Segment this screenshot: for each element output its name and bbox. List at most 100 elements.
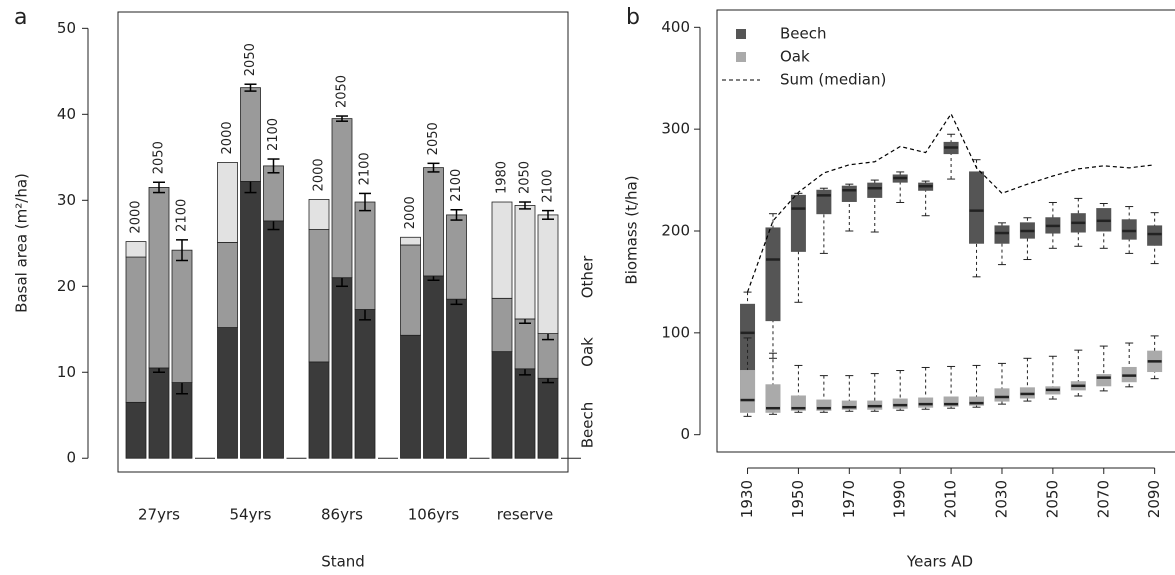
box bbox=[1096, 374, 1112, 387]
bar-segment bbox=[263, 220, 284, 459]
bar-segment bbox=[423, 275, 444, 459]
bar-segment bbox=[308, 199, 330, 230]
box bbox=[1147, 225, 1163, 246]
error-bar bbox=[267, 158, 280, 174]
bar-year-label: 2000 bbox=[312, 158, 327, 191]
bar-segment bbox=[491, 297, 513, 353]
bar-segment bbox=[354, 201, 376, 310]
x-axis-label: Years AD bbox=[906, 553, 973, 571]
box bbox=[943, 396, 959, 407]
bar-segment bbox=[354, 309, 376, 459]
bar-year-label: 2100 bbox=[175, 199, 190, 232]
bar-segment bbox=[331, 277, 353, 459]
bar-segment bbox=[217, 327, 238, 459]
y-tick-label: 0 bbox=[66, 449, 76, 467]
box bbox=[969, 396, 985, 406]
series-label: Other bbox=[579, 255, 597, 298]
bar-year-label: 2100 bbox=[449, 169, 464, 202]
bar-segment bbox=[537, 377, 559, 459]
box bbox=[740, 370, 756, 413]
error-bar bbox=[153, 181, 165, 194]
box bbox=[867, 182, 883, 198]
bar-segment bbox=[491, 201, 513, 299]
y-tick-label: 10 bbox=[57, 363, 76, 381]
y-tick-label: 400 bbox=[661, 18, 690, 36]
bar-year-label: 2050 bbox=[243, 43, 258, 76]
x-tick-label: 2030 bbox=[992, 480, 1010, 518]
sum-line bbox=[746, 112, 1155, 293]
group-label: 27yrs bbox=[138, 506, 180, 524]
y-axis-label: Biomass (t/ha) bbox=[623, 175, 641, 284]
y-tick-label: 300 bbox=[661, 120, 690, 138]
x-tick-label: 1950 bbox=[789, 480, 807, 518]
bar-segment bbox=[125, 401, 147, 459]
x-tick-label: 2050 bbox=[1043, 480, 1061, 518]
x-axis-label: Stand bbox=[321, 553, 365, 571]
box bbox=[994, 225, 1010, 244]
legend-label: Oak bbox=[780, 48, 810, 66]
group-label: 106yrs bbox=[408, 506, 460, 524]
error-bar bbox=[359, 192, 371, 212]
bar-segment bbox=[400, 334, 421, 459]
error-bar bbox=[336, 115, 348, 122]
y-tick-label: 50 bbox=[57, 19, 76, 37]
error-bar bbox=[427, 162, 440, 173]
box bbox=[816, 399, 832, 411]
bar-segment bbox=[514, 318, 536, 370]
bar-segment bbox=[400, 236, 421, 246]
box bbox=[1121, 219, 1137, 240]
error-bar bbox=[176, 239, 188, 262]
error-bar bbox=[519, 201, 531, 210]
bar-year-label: 2000 bbox=[403, 196, 418, 229]
bar-year-label: 2050 bbox=[152, 141, 167, 174]
box bbox=[841, 185, 857, 202]
box bbox=[816, 189, 832, 215]
bar-segment bbox=[125, 241, 147, 258]
bar-segment bbox=[148, 367, 170, 459]
box bbox=[790, 395, 806, 411]
x-tick-label: 2010 bbox=[942, 480, 960, 518]
error-bar bbox=[450, 209, 463, 221]
bar-year-label: 2050 bbox=[426, 122, 441, 155]
bar-segment bbox=[240, 180, 261, 459]
error-bar bbox=[244, 83, 257, 92]
x-tick-label: 2090 bbox=[1145, 480, 1163, 518]
bar-segment bbox=[308, 229, 330, 363]
x-tick-label: 1990 bbox=[891, 480, 909, 518]
bar-segment bbox=[217, 242, 238, 328]
bar-segment bbox=[148, 187, 170, 369]
panel-letter: b bbox=[626, 5, 640, 30]
x-tick-label: 2070 bbox=[1094, 480, 1112, 518]
panel-letter: a bbox=[14, 5, 27, 30]
bar-year-label: 2100 bbox=[541, 170, 556, 203]
bar-year-label: 2050 bbox=[518, 161, 533, 194]
bar-segment bbox=[491, 351, 513, 459]
y-tick-label: 0 bbox=[680, 425, 690, 443]
box bbox=[969, 171, 985, 244]
y-tick-label: 20 bbox=[57, 277, 76, 295]
box bbox=[892, 398, 908, 409]
group-label: 86yrs bbox=[321, 506, 363, 524]
series-label: Oak bbox=[579, 337, 597, 367]
bar-segment bbox=[331, 118, 353, 279]
bar-year-label: 2000 bbox=[129, 200, 144, 233]
group-label: reserve bbox=[497, 506, 553, 524]
bar-segment bbox=[217, 162, 238, 243]
legend-label: Beech bbox=[780, 25, 827, 43]
legend-label: Sum (median) bbox=[780, 71, 886, 89]
bar-segment bbox=[240, 87, 261, 182]
bar-segment bbox=[171, 249, 193, 383]
bar-segment bbox=[263, 165, 284, 222]
box bbox=[765, 384, 781, 413]
bar-segment bbox=[446, 214, 467, 300]
bar-segment bbox=[514, 368, 536, 459]
error-bar bbox=[542, 209, 554, 220]
y-tick-label: 30 bbox=[57, 191, 76, 209]
legend-swatch bbox=[736, 52, 746, 62]
box bbox=[841, 400, 857, 410]
series-label: Beech bbox=[579, 402, 597, 449]
bar-segment bbox=[308, 361, 330, 459]
y-axis-label: Basal area (m²/ha) bbox=[13, 173, 31, 313]
legend-swatch bbox=[736, 29, 746, 39]
